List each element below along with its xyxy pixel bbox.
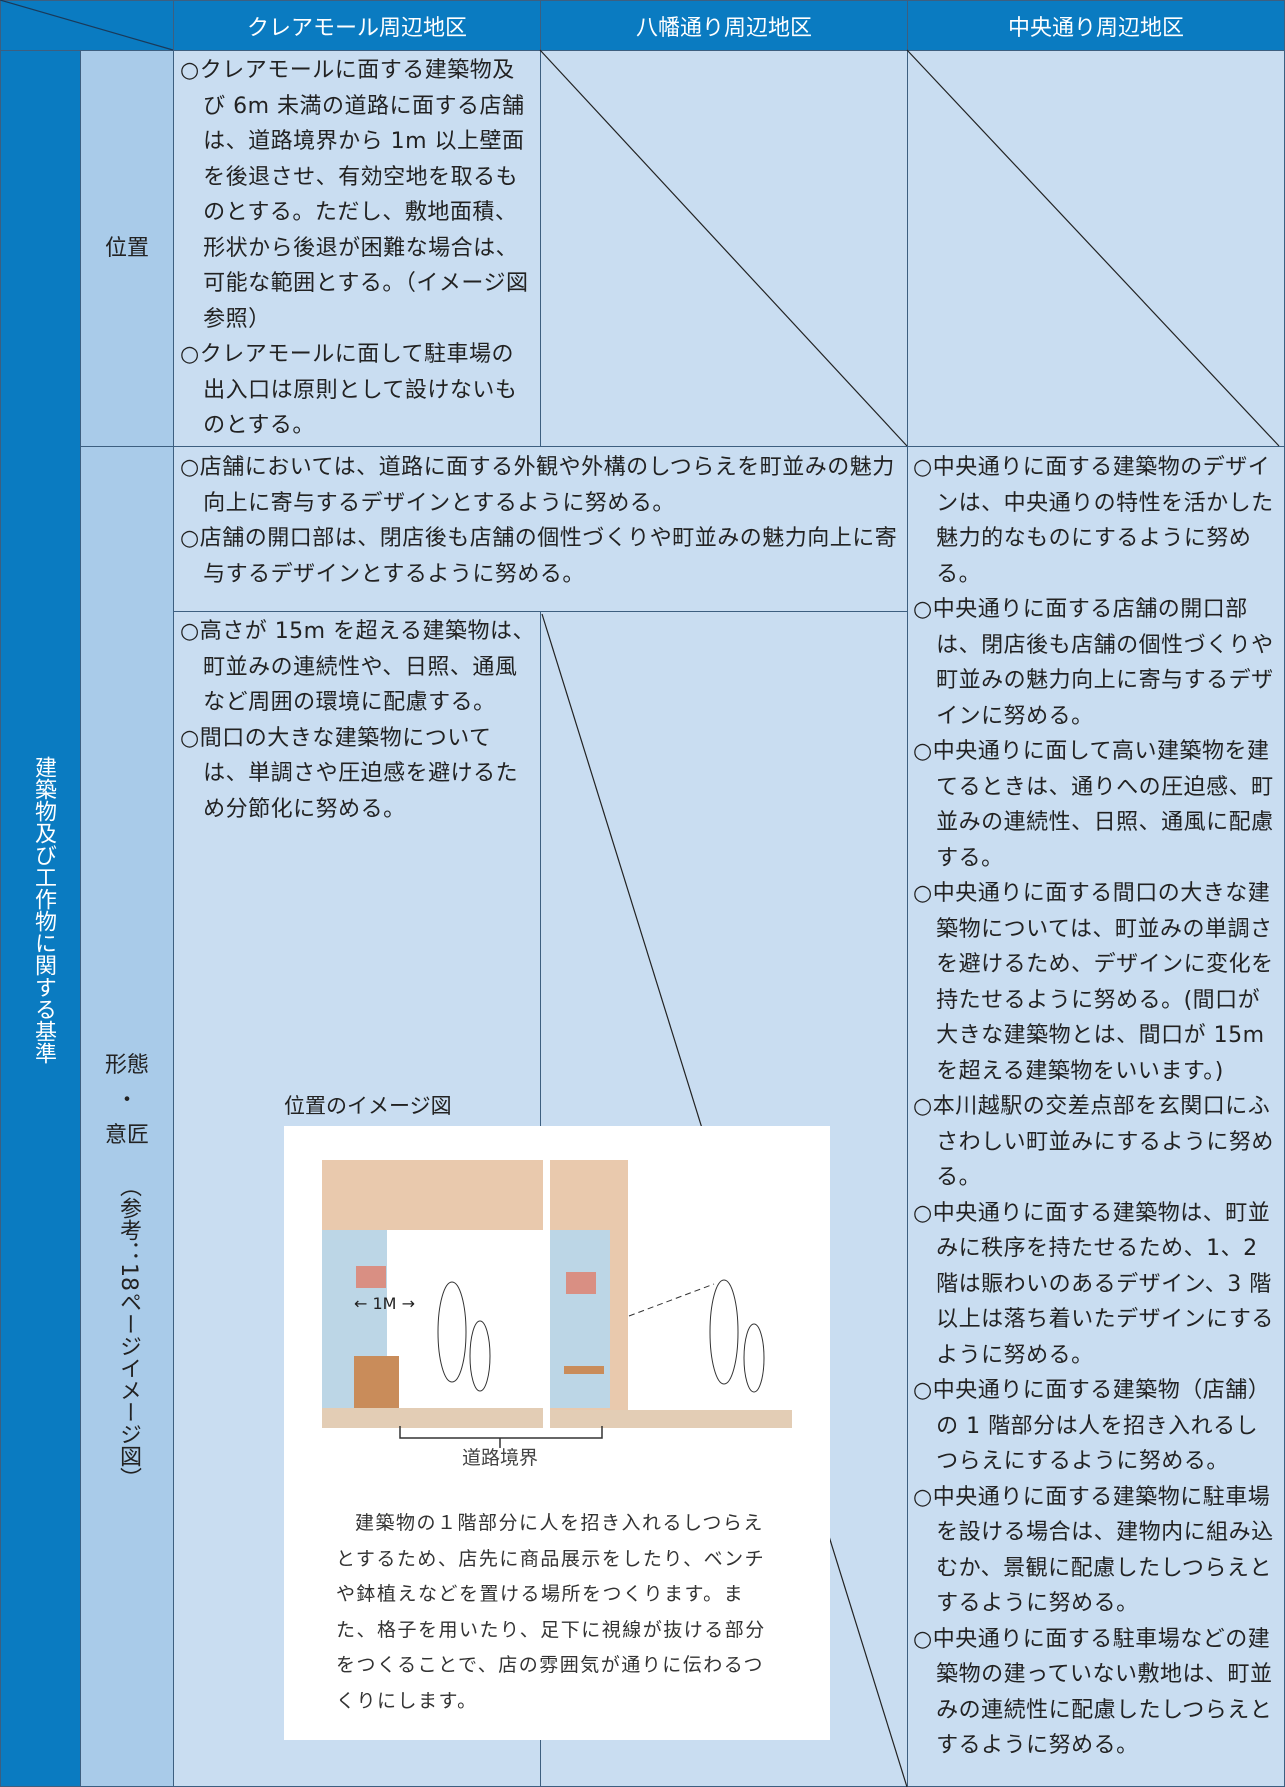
sign <box>356 1266 386 1288</box>
row-label: 形態 ・ 意匠 <box>80 1048 174 1153</box>
person <box>709 1279 739 1385</box>
item: ○中央通りに面する建築物（店舗）の 1 階部分は人を招き入れるしつらえにするよう… <box>913 1378 1271 1474</box>
side-label: 建築物及び工作物に関する基準 <box>31 756 56 1064</box>
row-label-line: 形態 <box>104 1053 149 1078</box>
item: ○高さが 15m を超える建築物は、町並みの連続性や、日照、通風など周囲の環境に… <box>180 619 535 715</box>
column-header: 中央通り周辺地区 <box>907 0 1285 51</box>
figure-title: 位置のイメージ図 <box>284 1094 452 1118</box>
person <box>743 1323 765 1393</box>
item: ○クレアモールに面する建築物及び 6m 未満の道路に面する店舗は、道路境界から … <box>180 58 529 332</box>
cell <box>173 50 541 447</box>
item: ○中央通りに面する建築物は、町並みに秩序を持たせるため、1、2 階は賑わいのある… <box>913 1200 1274 1368</box>
item: ○中央通りに面する建築物のデザインは、中央通りの特性を活かした魅力的なものにする… <box>913 455 1274 587</box>
item: ○中央通りに面する駐車場などの建築物の建っていない敷地は、町並みの連続性に配慮し… <box>913 1626 1273 1759</box>
item: ○本川越駅の交差点部を玄関口にふさわしい町並みにするように努める。 <box>913 1094 1274 1190</box>
column-header: 八幡通り周辺地区 <box>540 0 908 51</box>
cell-text: ○高さが 15m を超える建築物は、町並みの連続性や、日照、通風など周囲の環境に… <box>180 614 536 827</box>
cell-empty <box>540 50 908 447</box>
ground <box>322 1408 543 1428</box>
item: ○間口の大きな建築物については、単調さや圧迫感を避けるため分節化に努める。 <box>180 725 519 822</box>
sketch: ← 1M → 道路境界 <box>322 1160 792 1466</box>
column-header: クレアモール周辺地区 <box>173 0 541 51</box>
building-top <box>322 1160 543 1230</box>
item: ○中央通りに面して高い建築物を建てるときは、通りへの圧迫感、町並みの連続性、日照… <box>913 739 1274 871</box>
figure: ← 1M → 道路境界 建築物の１階部分に人を招き入れるしつらえとするため、店先… <box>284 1126 830 1740</box>
cell-text: ○店舗においては、道路に面する外観や外構のしつらえを町並みの魅力向上に寄与するデ… <box>180 450 904 592</box>
shelf <box>564 1366 604 1374</box>
cell-text: ○中央通りに面する建築物のデザインは、中央通りの特性を活かした魅力的なものにする… <box>913 450 1275 1764</box>
wall <box>550 1230 610 1408</box>
row-label-note: （参考：18ページイメージ図） <box>116 1175 141 1489</box>
sign <box>566 1272 596 1294</box>
item: ○中央通りに面する建築物に駐車場を設ける場合は、建物内に組み込むか、景観に配慮し… <box>913 1484 1274 1617</box>
display <box>354 1356 399 1408</box>
item: ○中央通りに面する店舗の開口部は、閉店後も店舗の個性づくりや町並みの魅力向上に寄… <box>913 597 1274 729</box>
row-label-line: ・ <box>115 1088 138 1113</box>
ground <box>550 1410 792 1428</box>
sightline <box>628 1283 715 1317</box>
item: ○中央通りに面する間口の大きな建築物については、町並みの単調さを避けるため、デザ… <box>913 881 1274 1084</box>
row-label: 位置 <box>104 236 149 261</box>
cell-merged <box>173 446 908 612</box>
person <box>469 1320 491 1392</box>
item: ○店舗の開口部は、閉店後も店舗の個性づくりや町並みの魅力向上に寄与するデザインと… <box>180 526 898 587</box>
boundary-bracket <box>399 1426 603 1439</box>
row-label-line: 意匠 <box>104 1123 149 1148</box>
figure-caption: 建築物の１階部分に人を招き入れるしつらえとするため、店先に商品展示をしたり、ベン… <box>336 1512 766 1712</box>
cell-text: ○クレアモールに面する建築物及び 6m 未満の道路に面する店舗は、道路境界から … <box>180 53 536 444</box>
corner-cell <box>0 0 174 51</box>
dimension-label: ← 1M → <box>354 1294 415 1313</box>
cell <box>907 446 1285 1787</box>
item: ○店舗においては、道路に面する外観や外構のしつらえを町並みの魅力向上に寄与するデ… <box>180 455 895 516</box>
row-label-cell <box>80 50 174 447</box>
item: ○クレアモールに面して駐車場の出入口は原則として設けないものとする。 <box>180 342 518 438</box>
person <box>437 1281 467 1383</box>
cell-empty <box>907 50 1285 447</box>
side-cell <box>0 50 81 1787</box>
boundary-label: 道路境界 <box>462 1447 538 1466</box>
